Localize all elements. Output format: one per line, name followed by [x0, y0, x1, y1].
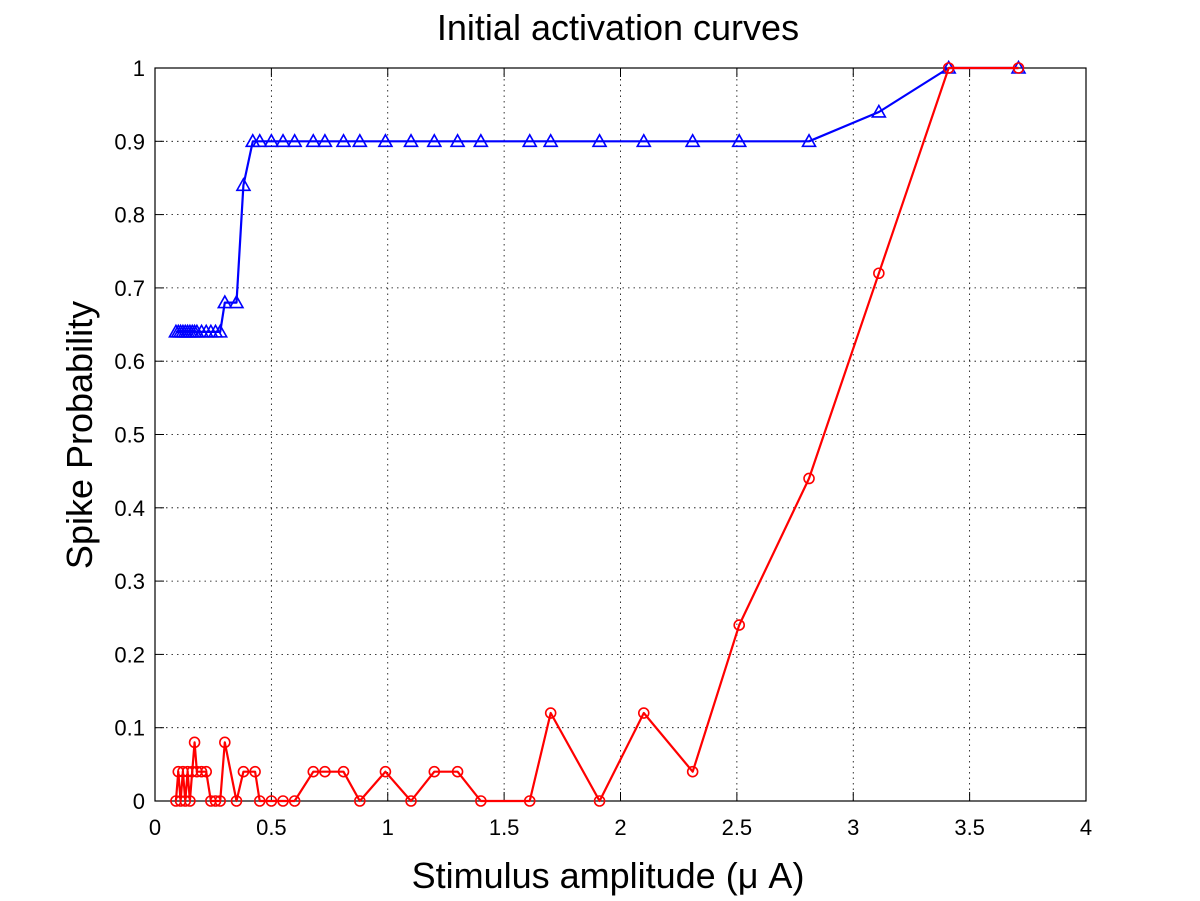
- data-point-triangle: [870, 103, 887, 118]
- data-point-circle: [200, 765, 213, 778]
- blue-triangle-series: [168, 59, 1027, 338]
- y-tick-label: 0.6: [114, 349, 145, 374]
- data-point-circle: [593, 795, 606, 807]
- data-point-triangle: [317, 133, 333, 148]
- data-point-circle: [428, 765, 441, 778]
- y-tick-label: 0.8: [114, 203, 145, 228]
- data-point-circle: [803, 472, 815, 485]
- data-point-circle: [277, 795, 289, 807]
- axis-ticks: 0 0.5 1 1.5 2 2.5 3 3.5 4 0 0.1 0.2 0.3 0.4 0.5 0.6 0.7 0…: [114, 56, 1092, 840]
- x-tick-label: 0: [149, 815, 161, 840]
- y-tick-label: 0.1: [114, 716, 145, 741]
- y-tick-label: 0.4: [114, 496, 145, 521]
- data-point-circle: [209, 795, 222, 807]
- data-point-circle: [195, 765, 208, 778]
- x-tick-label: 1.5: [489, 815, 520, 840]
- data-point-triangle: [251, 133, 268, 148]
- y-tick-label: 0.9: [114, 129, 145, 154]
- x-tick-label: 1: [382, 815, 394, 840]
- data-point-triangle: [731, 133, 748, 148]
- x-tick-label: 0.5: [256, 815, 287, 840]
- y-tick-label: 0.5: [114, 423, 145, 448]
- x-tick-label: 3: [847, 815, 859, 840]
- data-point-triangle: [216, 294, 233, 309]
- x-tick-label: 4: [1080, 815, 1092, 840]
- data-point-circle: [379, 765, 392, 778]
- data-point-triangle: [472, 133, 489, 148]
- data-point-circle: [354, 795, 366, 807]
- data-point-circle: [337, 765, 350, 778]
- data-point-circle: [637, 707, 650, 719]
- data-point-circle: [475, 795, 487, 807]
- y-tick-label: 0: [133, 789, 145, 814]
- chart-title: Initial activation curves: [437, 7, 799, 48]
- data-point-triangle: [635, 133, 652, 148]
- y-tick-label: 1: [133, 56, 145, 81]
- data-point-circle: [686, 765, 699, 778]
- x-tick-label: 2: [614, 815, 626, 840]
- data-point-circle: [214, 795, 226, 807]
- data-point-triangle: [426, 133, 443, 148]
- data-point-triangle: [591, 133, 608, 148]
- data-point-triangle: [228, 294, 245, 309]
- data-point-circle: [230, 795, 243, 807]
- data-point-triangle: [801, 133, 817, 148]
- data-point-triangle: [351, 133, 368, 148]
- grid-lines: [155, 68, 1086, 801]
- data-point-circle: [188, 736, 201, 749]
- data-point-circle: [179, 795, 192, 807]
- data-point-circle: [184, 795, 196, 807]
- data-point-triangle: [286, 133, 303, 148]
- data-point-triangle: [263, 133, 280, 148]
- y-tick-label: 0.3: [114, 569, 145, 594]
- data-point-circle: [544, 707, 557, 719]
- data-point-circle: [733, 619, 746, 631]
- data-point-circle: [249, 765, 261, 778]
- data-point-circle: [523, 795, 536, 807]
- x-tick-label: 3.5: [954, 815, 985, 840]
- y-tick-label: 0.2: [114, 642, 145, 667]
- data-point-circle: [319, 765, 331, 778]
- data-point-triangle: [403, 133, 419, 148]
- x-axis-title: Stimulus amplitude (μ A): [412, 855, 805, 896]
- data-point-circle: [405, 795, 417, 807]
- data-point-circle: [1012, 62, 1025, 74]
- data-point-circle: [265, 795, 278, 807]
- y-tick-label: 0.7: [114, 276, 145, 301]
- data-point-circle: [942, 62, 955, 74]
- data-point-circle: [219, 736, 231, 749]
- data-point-circle: [307, 765, 320, 778]
- data-point-triangle: [449, 133, 466, 148]
- plot-area: [155, 68, 1086, 801]
- data-point-triangle: [684, 133, 701, 148]
- data-point-circle: [873, 267, 885, 280]
- data-point-triangle: [377, 133, 394, 148]
- red-circle-series: [170, 62, 1025, 807]
- data-point-circle: [288, 795, 301, 807]
- data-point-triangle: [235, 177, 252, 192]
- data-point-circle: [253, 795, 266, 807]
- data-point-triangle: [542, 133, 559, 148]
- series-group: [168, 59, 1027, 807]
- y-axis-title: Spike Probability: [59, 301, 100, 569]
- data-point-circle: [451, 765, 464, 778]
- data-point-triangle: [305, 133, 322, 148]
- x-tick-label: 2.5: [722, 815, 753, 840]
- data-point-triangle: [275, 133, 291, 148]
- data-point-triangle: [335, 133, 352, 148]
- data-point-triangle: [521, 133, 538, 148]
- data-point-circle: [237, 765, 250, 778]
- data-point-triangle: [212, 323, 229, 338]
